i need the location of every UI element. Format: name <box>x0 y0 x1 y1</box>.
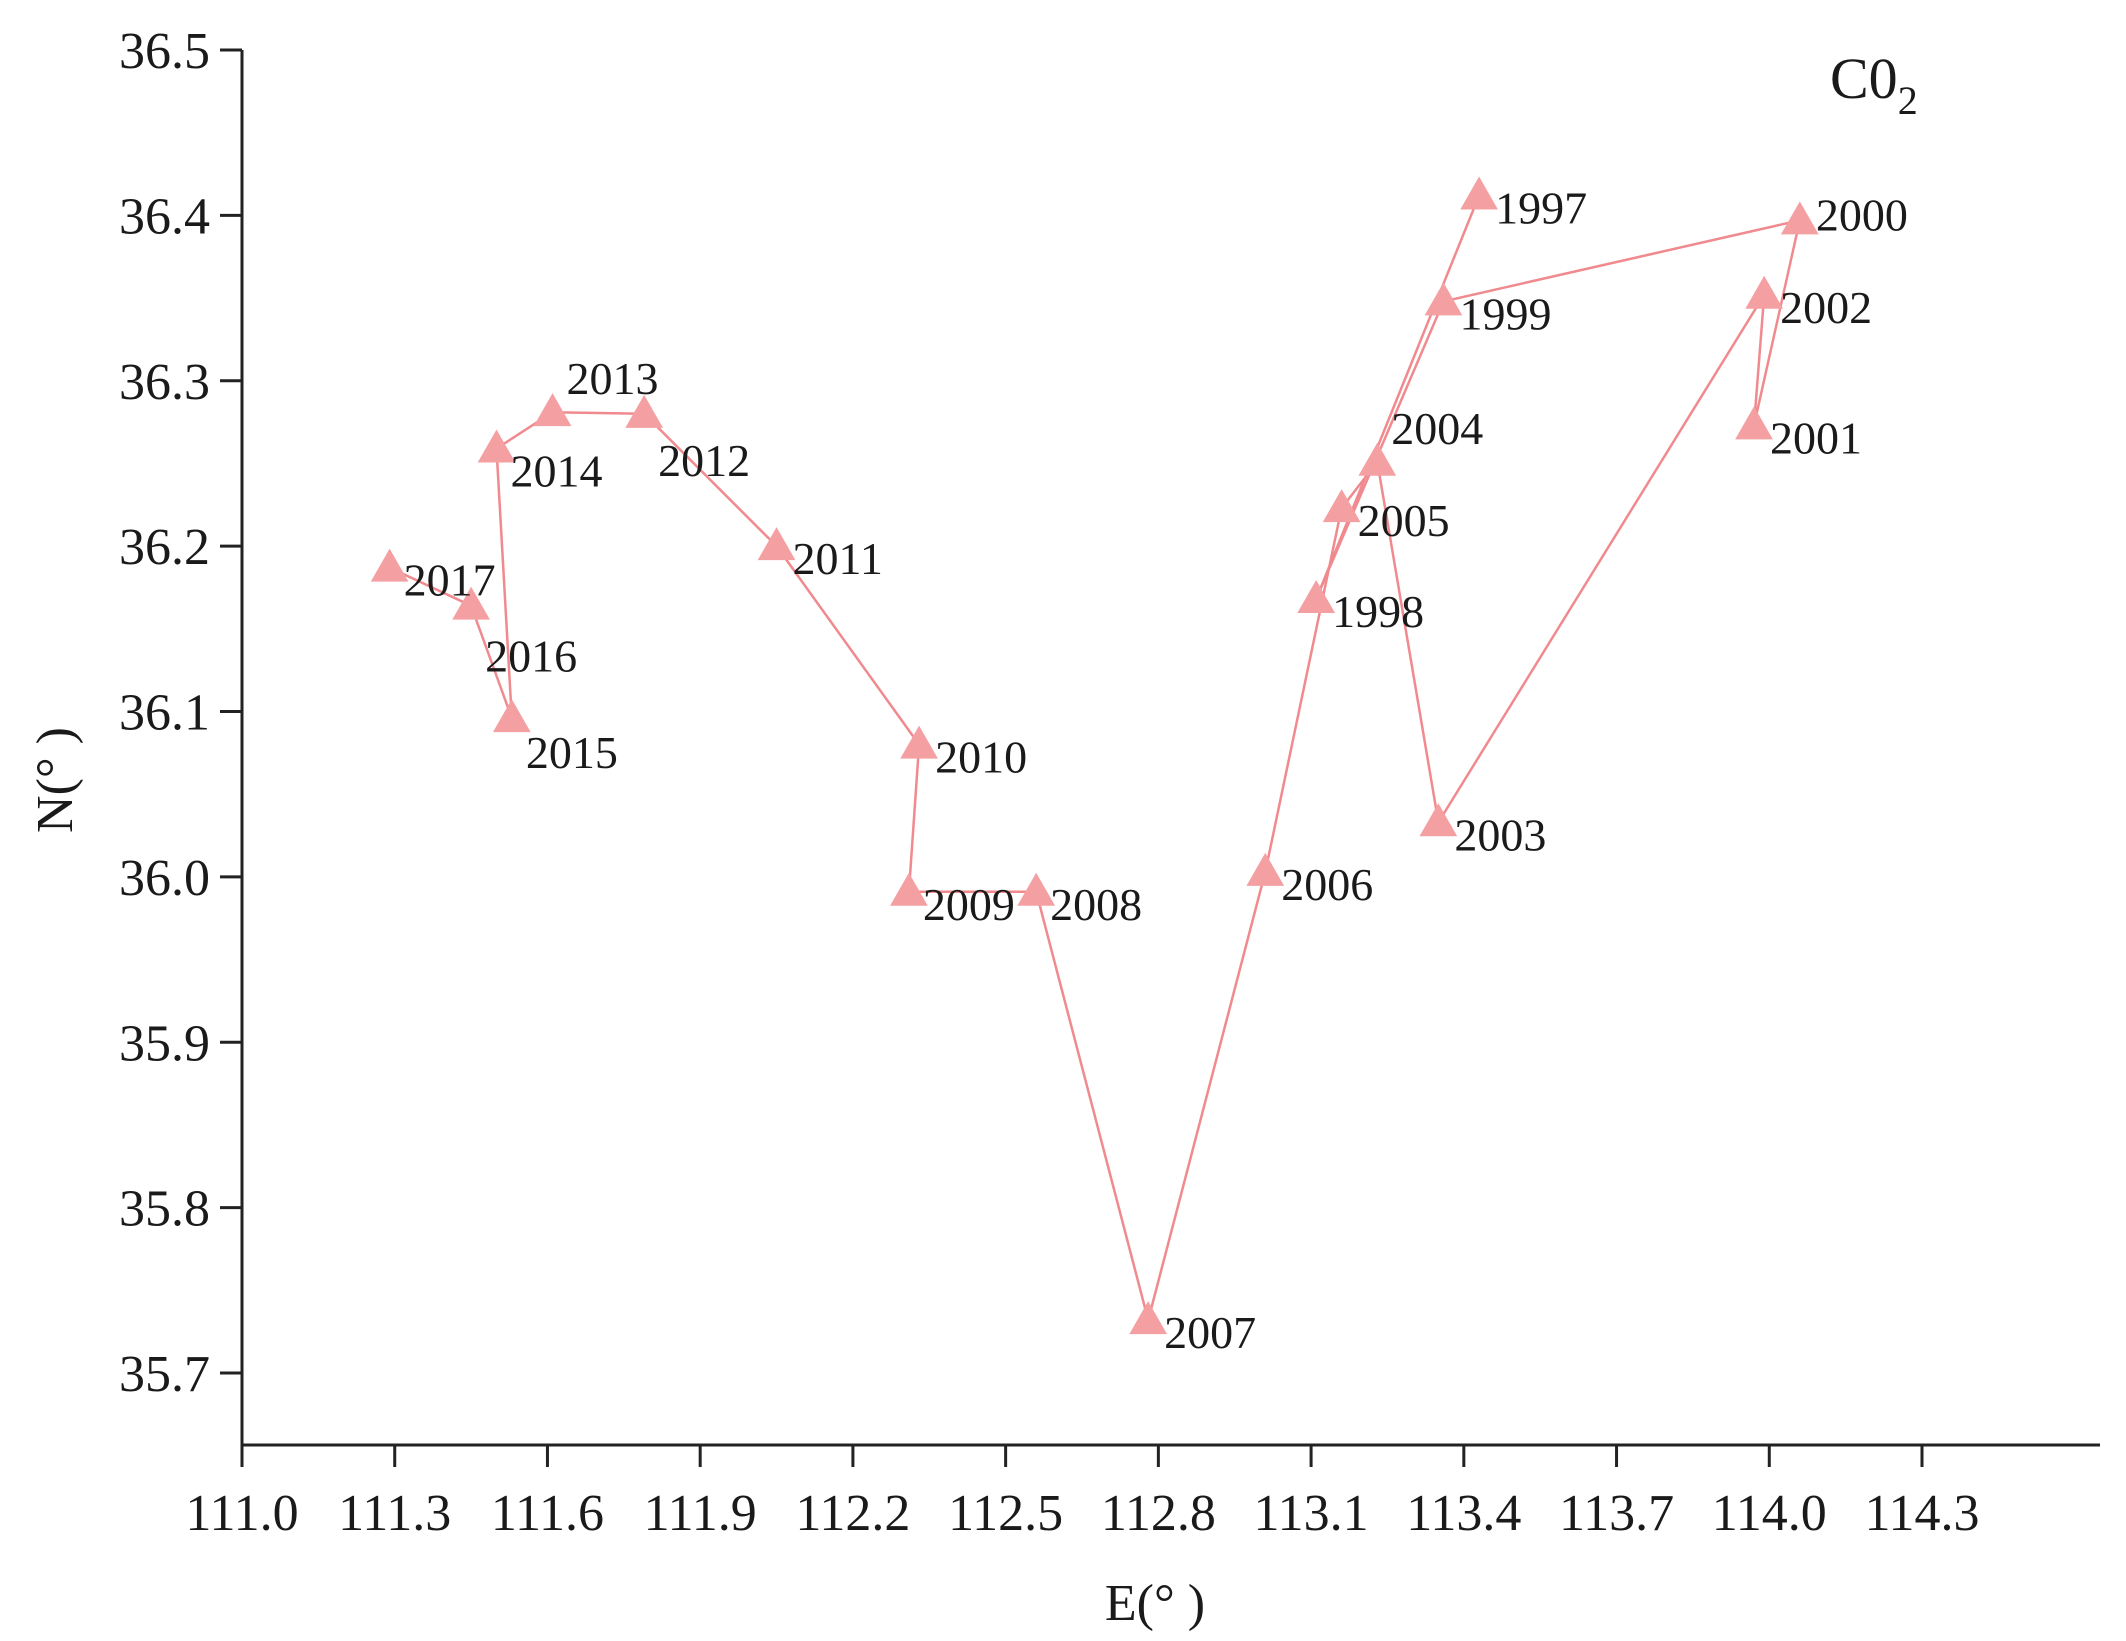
y-tick-label: 35.7 <box>119 1346 210 1403</box>
marker-2012 <box>625 394 664 428</box>
y-tick-label: 36.2 <box>119 519 210 576</box>
marker-2001 <box>1735 406 1773 440</box>
point-label-2004: 2004 <box>1391 403 1483 454</box>
point-labels: 1997 1998 1999 2000 2001 2002 2003 2004 2005 2006… <box>404 183 1908 1359</box>
marker-1997 <box>1460 176 1498 210</box>
marker-2003 <box>1419 803 1458 837</box>
marker-2017 <box>370 548 409 582</box>
x-tick-label: 112.8 <box>1101 1485 1216 1542</box>
y-tick-label: 36.5 <box>119 23 210 80</box>
marker-2004 <box>1358 442 1397 476</box>
point-label-2015: 2015 <box>526 727 618 778</box>
x-tick-label: 113.1 <box>1254 1485 1369 1542</box>
panel-label-subscript: 2 <box>1898 78 1918 123</box>
point-label-2007: 2007 <box>1164 1307 1256 1358</box>
point-label-2011: 2011 <box>793 533 883 584</box>
marker-2007 <box>1129 1301 1168 1335</box>
panel-label-main: C0 <box>1830 46 1898 111</box>
y-tick-label: 36.3 <box>119 354 210 411</box>
point-label-2014: 2014 <box>511 446 603 497</box>
marker-2014 <box>477 429 516 463</box>
point-label-2002: 2002 <box>1780 282 1872 333</box>
marker-2015 <box>492 699 531 733</box>
y-axis-title: N(° ) <box>27 727 84 833</box>
x-tick-label: 111.3 <box>338 1485 451 1542</box>
panel-label: C02 <box>1830 46 1918 123</box>
y-tick-label: 36.1 <box>119 685 210 742</box>
y-tick-label: 36.0 <box>119 850 210 907</box>
marker-2005 <box>1322 489 1361 523</box>
markers <box>370 176 1819 1335</box>
point-label-1998: 1998 <box>1332 586 1424 637</box>
point-label-1999: 1999 <box>1459 288 1551 339</box>
marker-2016 <box>452 586 490 620</box>
x-tick-label: 111.9 <box>644 1485 757 1542</box>
point-label-2013: 2013 <box>567 353 659 404</box>
point-label-2000: 2000 <box>1816 189 1908 240</box>
x-tick-label: 112.5 <box>948 1485 1063 1542</box>
marker-2013 <box>533 393 572 427</box>
x-tick-label: 111.6 <box>491 1485 604 1542</box>
y-tick-label: 35.9 <box>119 1015 210 1072</box>
marker-2010 <box>900 725 938 759</box>
marker-1999 <box>1424 282 1463 316</box>
y-tick-label: 36.4 <box>119 188 210 245</box>
x-axis-title: E(° ) <box>1105 1575 1205 1632</box>
point-label-2010: 2010 <box>935 732 1027 783</box>
x-tick-label: 113.4 <box>1406 1485 1521 1542</box>
point-label-2017: 2017 <box>404 555 496 606</box>
marker-2006 <box>1246 852 1285 886</box>
marker-2011 <box>757 527 796 561</box>
point-label-2001: 2001 <box>1770 412 1862 463</box>
marker-2009 <box>890 872 928 906</box>
marker-2008 <box>1017 872 1056 906</box>
axes <box>240 50 2100 1447</box>
point-label-2012: 2012 <box>658 435 750 486</box>
point-label-2003: 2003 <box>1454 809 1546 860</box>
y-ticks: 35.7 35.8 35.9 36.0 36.1 36.2 36.3 36.4 36.5 <box>119 23 242 1403</box>
point-label-2009: 2009 <box>923 879 1015 930</box>
point-label-2005: 2005 <box>1358 495 1450 546</box>
point-label-2016: 2016 <box>485 631 577 682</box>
marker-2000 <box>1780 201 1819 235</box>
x-tick-label: 114.3 <box>1864 1485 1979 1542</box>
x-ticks: 111.0 111.3 111.6 111.9 112.2 112.5 112.8 113.1… <box>185 1445 1980 1542</box>
y-tick-label: 35.8 <box>119 1181 210 1238</box>
point-label-2008: 2008 <box>1050 879 1142 930</box>
x-tick-label: 112.2 <box>795 1485 910 1542</box>
point-label-1997: 1997 <box>1495 183 1587 234</box>
x-tick-label: 111.0 <box>185 1485 298 1542</box>
x-tick-label: 113.7 <box>1559 1485 1674 1542</box>
x-tick-label: 114.0 <box>1712 1485 1827 1542</box>
marker-2002 <box>1745 275 1784 309</box>
point-label-2006: 2006 <box>1281 859 1373 910</box>
marker-1998 <box>1297 580 1336 614</box>
